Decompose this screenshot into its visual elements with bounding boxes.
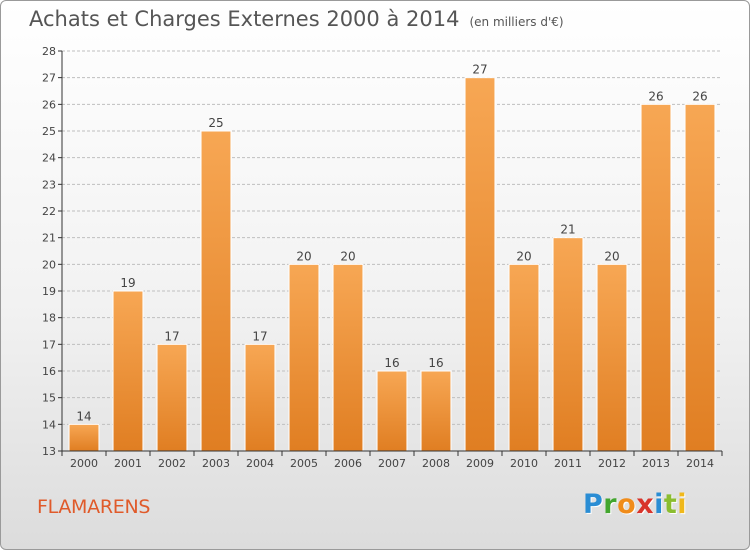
bar bbox=[640, 103, 672, 452]
label-layer: 14 19 17 25 17 20 20 16 16 27 20 21 20 26 26 bbox=[76, 63, 707, 424]
bar-value-label: 17 bbox=[252, 329, 267, 343]
bar bbox=[376, 370, 408, 452]
logo-letter: P bbox=[583, 489, 604, 520]
logo-letter: x bbox=[636, 489, 655, 520]
logo-letter: r bbox=[603, 489, 618, 520]
bar-value-label: 14 bbox=[76, 409, 91, 423]
y-tick-label: 18 bbox=[42, 312, 56, 325]
bar bbox=[420, 370, 452, 452]
bar-value-label: 20 bbox=[296, 249, 311, 263]
bar-value-label: 19 bbox=[120, 276, 135, 290]
bar bbox=[332, 263, 364, 452]
x-tick-label: 2005 bbox=[290, 457, 318, 470]
x-tick-label: 2014 bbox=[686, 457, 714, 470]
bar-value-label: 21 bbox=[560, 223, 575, 237]
bar bbox=[464, 77, 496, 452]
bar-layer bbox=[68, 77, 716, 452]
city-name: FLAMARENS bbox=[37, 496, 151, 518]
bar bbox=[596, 263, 628, 452]
y-tick-label: 22 bbox=[42, 205, 56, 218]
x-tick-label: 2000 bbox=[70, 457, 98, 470]
x-tick-label: 2004 bbox=[246, 457, 274, 470]
bar bbox=[156, 343, 188, 452]
x-tick-label: 2008 bbox=[422, 457, 450, 470]
bar bbox=[68, 423, 100, 452]
x-tick-label: 2013 bbox=[642, 457, 670, 470]
y-tick-label: 26 bbox=[42, 98, 56, 111]
bar-value-label: 26 bbox=[692, 89, 707, 103]
bar bbox=[200, 130, 232, 452]
y-tick-label: 19 bbox=[42, 285, 56, 298]
x-tick-label: 2002 bbox=[158, 457, 186, 470]
y-tick-label: 20 bbox=[42, 258, 56, 271]
y-tick-label: 28 bbox=[42, 45, 56, 58]
bar bbox=[288, 263, 320, 452]
y-tick-label: 15 bbox=[42, 392, 56, 405]
bar bbox=[112, 290, 144, 452]
x-tick-label: 2006 bbox=[334, 457, 362, 470]
y-tick-label: 23 bbox=[42, 178, 56, 191]
x-tick-label: 2012 bbox=[598, 457, 626, 470]
bar-value-label: 17 bbox=[164, 329, 179, 343]
bar bbox=[552, 237, 584, 452]
y-tick-label: 21 bbox=[42, 232, 56, 245]
logo-letter: i bbox=[677, 489, 688, 520]
x-tick-label: 2009 bbox=[466, 457, 494, 470]
bar-value-label: 20 bbox=[604, 249, 619, 263]
bar bbox=[244, 343, 276, 452]
x-tick-label: 2011 bbox=[554, 457, 582, 470]
x-tick-label: 2010 bbox=[510, 457, 538, 470]
chart-title-text: Achats et Charges Externes 2000 à 2014 bbox=[29, 7, 460, 31]
bar-value-label: 16 bbox=[428, 356, 443, 370]
x-tick-label: 2007 bbox=[378, 457, 406, 470]
bar bbox=[508, 263, 540, 452]
y-tick-label: 27 bbox=[42, 72, 56, 85]
y-tick-label: 17 bbox=[42, 338, 56, 351]
bar-value-label: 27 bbox=[472, 63, 487, 77]
y-tick-label: 16 bbox=[42, 365, 56, 378]
axis-layer: 13 14 15 16 17 18 19 20 21 22 23 24 25 26 27 28 2000 2001… bbox=[42, 45, 723, 470]
y-tick-label: 25 bbox=[42, 125, 56, 138]
logo-letter: o bbox=[617, 489, 637, 520]
bar-value-label: 25 bbox=[208, 116, 223, 130]
logo-letter: i bbox=[654, 489, 664, 520]
proxiti-logo: Proxiti bbox=[583, 489, 687, 520]
bar-value-label: 20 bbox=[340, 249, 355, 263]
y-tick-label: 24 bbox=[42, 152, 56, 165]
logo-letter: t bbox=[663, 489, 678, 520]
chart-subtitle: (en milliers d'€) bbox=[469, 15, 564, 29]
bar bbox=[684, 103, 716, 452]
y-tick-label: 14 bbox=[42, 418, 56, 431]
x-tick-label: 2003 bbox=[202, 457, 230, 470]
bar-value-label: 16 bbox=[384, 356, 399, 370]
x-tick-label: 2001 bbox=[114, 457, 142, 470]
y-tick-label: 13 bbox=[42, 445, 56, 458]
chart-title: Achats et Charges Externes 2000 à 2014 (e… bbox=[29, 7, 564, 31]
bar-value-label: 20 bbox=[516, 249, 531, 263]
bar-value-label: 26 bbox=[648, 89, 663, 103]
